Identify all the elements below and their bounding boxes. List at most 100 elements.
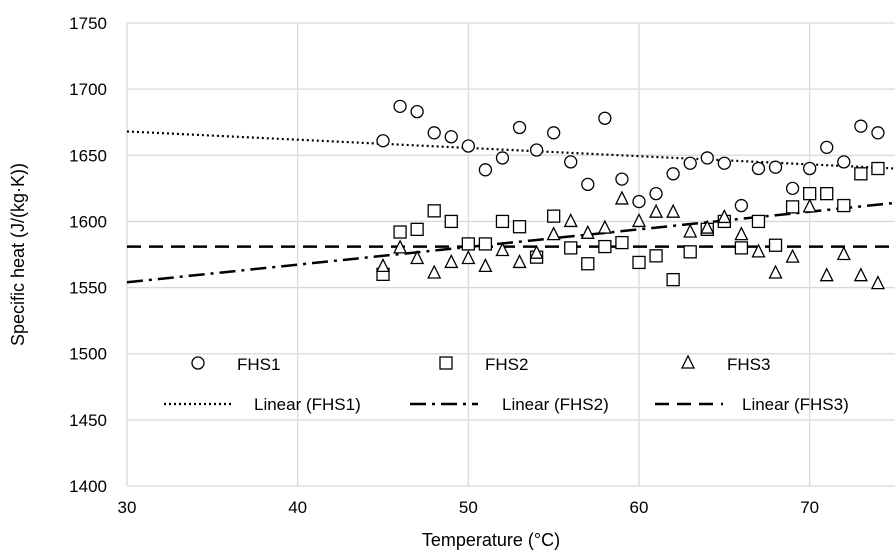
data-points [375, 99, 885, 290]
data-point [581, 257, 595, 271]
data-point [580, 224, 595, 239]
data-point [410, 104, 424, 119]
data-point [734, 226, 749, 241]
trendline [126, 201, 895, 284]
x-tick-label: 50 [459, 498, 478, 517]
data-point [461, 237, 475, 251]
trendline [126, 130, 895, 170]
data-point [854, 167, 868, 181]
data-point [632, 194, 646, 209]
data-point [700, 151, 714, 165]
data-point [564, 241, 578, 255]
data-point [597, 219, 612, 234]
y-tick-label: 1600 [69, 212, 107, 231]
y-tick-label: 1400 [69, 477, 107, 496]
data-point [649, 203, 664, 218]
data-point [581, 177, 595, 192]
x-tick-label: 70 [800, 498, 819, 517]
legend-label: FHS2 [485, 355, 528, 374]
legend-marker [680, 354, 696, 369]
data-point [529, 143, 544, 157]
data-point [871, 126, 885, 140]
data-point [615, 235, 629, 250]
data-point [393, 239, 408, 254]
data-point [631, 212, 647, 228]
data-point [820, 140, 834, 154]
x-tick-label: 60 [630, 498, 649, 517]
data-point [461, 139, 475, 153]
data-point [751, 161, 766, 176]
data-point [734, 198, 749, 213]
data-point [495, 242, 510, 257]
legend-label: Linear (FHS3) [742, 395, 849, 414]
data-point [734, 241, 749, 255]
data-point [666, 272, 680, 287]
data-point [375, 257, 391, 273]
data-point [512, 253, 527, 269]
x-tick-label: 40 [288, 498, 307, 517]
data-point [444, 253, 459, 269]
y-tick-label: 1650 [69, 146, 107, 165]
data-point [853, 267, 868, 282]
data-point [512, 220, 527, 234]
data-point [427, 264, 442, 279]
data-point [495, 214, 510, 229]
data-point [512, 120, 527, 135]
data-point [683, 156, 697, 170]
data-point [478, 237, 493, 251]
y-axis-label: Specific heat (J/(kg·K)) [8, 163, 28, 346]
data-point [529, 244, 544, 259]
data-point [803, 161, 817, 176]
data-point [819, 267, 834, 282]
data-point [547, 209, 561, 223]
legend-label: FHS3 [727, 355, 770, 374]
data-point [666, 203, 681, 218]
y-tick-label: 1750 [69, 14, 107, 33]
data-point [444, 130, 458, 144]
x-tick-label: 30 [118, 498, 137, 517]
data-point [717, 209, 732, 224]
data-point [564, 155, 578, 169]
data-point [717, 156, 731, 170]
data-point [461, 250, 476, 265]
data-point [376, 134, 390, 148]
trendlines [126, 130, 895, 284]
legend-label: Linear (FHS2) [502, 395, 609, 414]
data-point [785, 181, 800, 196]
y-tick-label: 1450 [69, 411, 107, 430]
data-point [802, 198, 817, 213]
data-point [495, 151, 510, 165]
data-point [768, 264, 783, 279]
data-point [598, 239, 612, 254]
data-point [854, 119, 868, 133]
data-point [410, 250, 425, 265]
legend-label: Linear (FHS1) [254, 395, 361, 414]
data-point [393, 99, 407, 113]
y-tick-label: 1500 [69, 345, 107, 364]
data-point [546, 226, 561, 241]
grid [126, 22, 895, 487]
data-point [478, 257, 493, 273]
data-point [751, 214, 766, 229]
y-tick-label: 1700 [69, 80, 107, 99]
data-point [444, 214, 458, 229]
data-point [785, 200, 800, 214]
data-point [836, 246, 851, 261]
legend-marker [191, 356, 205, 370]
data-point [614, 190, 629, 205]
data-point [870, 275, 885, 290]
data-point [632, 255, 646, 270]
data-point [803, 186, 817, 201]
data-point [547, 126, 561, 140]
tick-labels: 1400 1450 1500 1550 1600 1650 1700 1750 30 40 50 60… [69, 14, 819, 517]
data-point [751, 243, 766, 258]
data-point [666, 167, 680, 181]
data-point [820, 186, 834, 201]
data-point [393, 225, 407, 239]
data-point [785, 248, 800, 263]
data-point [649, 186, 663, 201]
data-point [837, 198, 851, 213]
data-point [683, 223, 698, 238]
